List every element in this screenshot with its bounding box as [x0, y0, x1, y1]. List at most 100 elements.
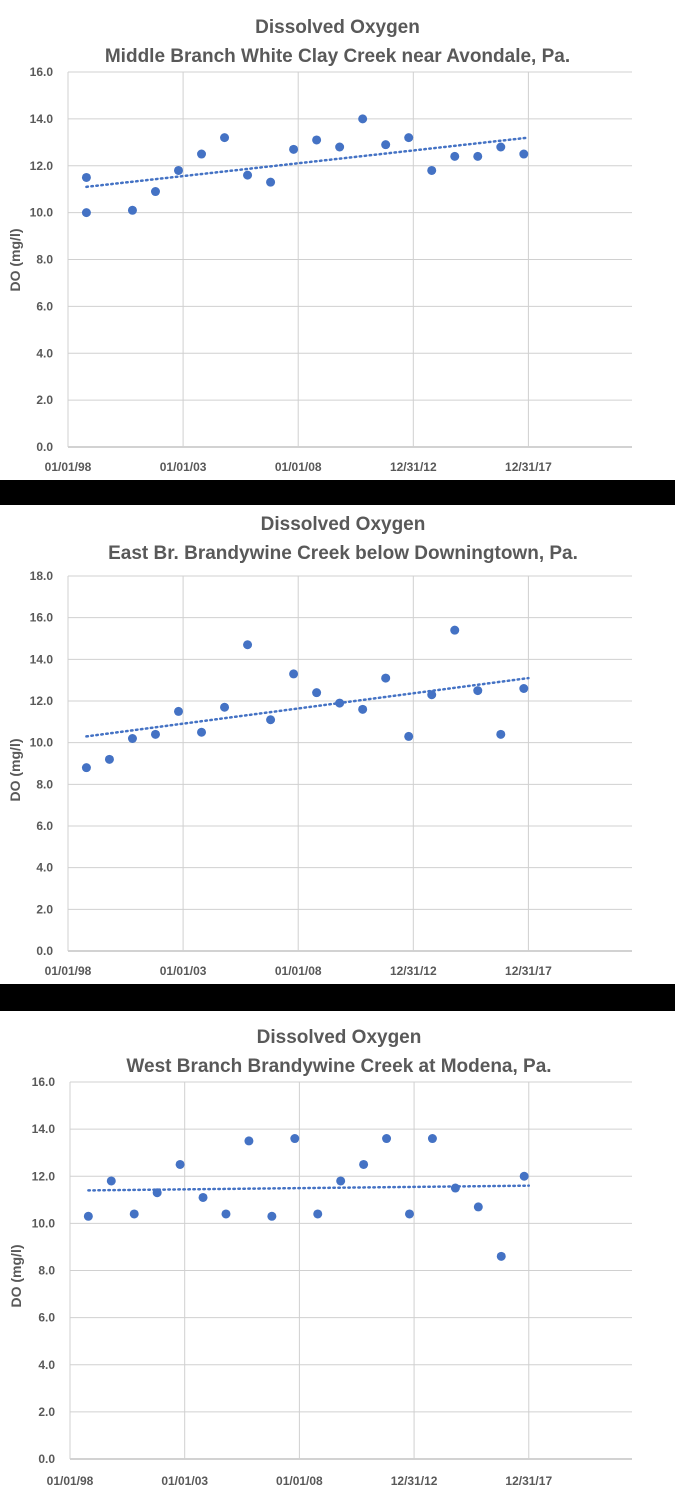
y-tick-label: 16.0	[30, 65, 54, 79]
y-tick-label: 4.0	[38, 1358, 55, 1372]
trendline	[85, 676, 530, 738]
y-tick-label: 10.0	[30, 736, 54, 750]
y-tick-label: 2.0	[36, 902, 53, 916]
data-point	[81, 763, 91, 773]
data-point	[289, 144, 299, 154]
chart-subtitle: East Br. Brandywine Creek below Downingt…	[108, 543, 578, 564]
y-tick-label: 16.0	[32, 1075, 56, 1089]
data-point	[450, 151, 460, 161]
data-point	[173, 165, 183, 175]
data-point	[127, 205, 137, 215]
data-point	[175, 1159, 185, 1169]
data-point	[243, 170, 253, 180]
x-tick-label: 12/31/17	[505, 964, 552, 978]
chart-svg: Dissolved Oxygen Middle Branch White Cla…	[7, 17, 632, 474]
y-axis-title: DO (mg/l)	[7, 739, 23, 802]
chart-title: Dissolved Oxygen	[255, 17, 420, 38]
x-tick-label: 12/31/17	[505, 460, 552, 474]
chart-title: Dissolved Oxygen	[257, 1027, 422, 1048]
data-point	[152, 1188, 162, 1198]
y-tick-label: 16.0	[30, 611, 54, 625]
y-tick-label: 0.0	[36, 440, 53, 454]
data-point	[220, 702, 230, 712]
y-tick-label: 6.0	[36, 299, 53, 313]
data-point	[266, 177, 276, 187]
data-point	[244, 1136, 254, 1146]
x-tick-label: 01/01/03	[160, 460, 207, 474]
y-tick-label: 2.0	[36, 393, 53, 407]
data-point	[496, 142, 506, 152]
data-point	[290, 1134, 300, 1144]
x-tick-label: 01/01/08	[276, 1474, 323, 1488]
data-point	[197, 727, 207, 737]
y-tick-label: 14.0	[30, 652, 54, 666]
data-point	[382, 1134, 392, 1144]
x-tick-label: 01/01/98	[45, 460, 92, 474]
chart-svg: Dissolved Oxygen West Branch Brandywine …	[8, 1027, 632, 1488]
data-point	[473, 1202, 483, 1212]
y-tick-label: 6.0	[38, 1311, 55, 1325]
data-point	[313, 1209, 323, 1219]
y-tick-label: 8.0	[36, 777, 53, 791]
data-point	[381, 673, 391, 683]
data-point	[267, 1211, 277, 1221]
y-tick-label: 0.0	[36, 944, 53, 958]
data-point	[197, 149, 207, 159]
chart-title: Dissolved Oxygen	[261, 514, 426, 535]
data-point	[81, 172, 91, 182]
y-tick-label: 2.0	[38, 1405, 55, 1419]
y-tick-label: 8.0	[36, 253, 53, 267]
y-tick-label: 12.0	[32, 1169, 56, 1183]
data-point	[450, 1183, 460, 1193]
x-tick-label: 12/31/12	[390, 460, 437, 474]
data-point	[243, 640, 253, 650]
data-point	[404, 1209, 414, 1219]
data-point	[83, 1211, 93, 1221]
data-point	[312, 135, 322, 145]
data-point	[173, 706, 183, 716]
data-point	[129, 1209, 139, 1219]
x-tick-label: 12/31/12	[391, 1474, 438, 1488]
trendline	[85, 136, 530, 189]
data-point	[198, 1192, 208, 1202]
data-point	[81, 208, 91, 218]
y-tick-label: 18.0	[30, 569, 54, 583]
y-tick-label: 6.0	[36, 819, 53, 833]
y-tick-label: 8.0	[38, 1264, 55, 1278]
data-point	[427, 690, 437, 700]
x-tick-label: 12/31/12	[390, 964, 437, 978]
y-tick-label: 14.0	[30, 112, 54, 126]
y-tick-label: 10.0	[30, 206, 54, 220]
data-point	[106, 1176, 116, 1186]
y-tick-label: 10.0	[32, 1216, 56, 1230]
x-tick-label: 12/31/17	[505, 1474, 552, 1488]
x-tick-label: 01/01/08	[275, 460, 322, 474]
y-tick-label: 0.0	[38, 1452, 55, 1466]
chart-panel-west-branch: Dissolved Oxygen West Branch Brandywine …	[0, 1011, 675, 1492]
chart-subtitle: Middle Branch White Clay Creek near Avon…	[105, 46, 570, 67]
data-point	[450, 625, 460, 635]
data-point	[335, 698, 345, 708]
data-point	[404, 133, 414, 143]
data-point	[473, 686, 483, 696]
y-axis-title: DO (mg/l)	[7, 229, 23, 292]
data-point	[104, 754, 114, 764]
data-point	[358, 704, 368, 714]
data-point	[496, 1251, 506, 1261]
data-point	[519, 1171, 529, 1181]
data-point	[289, 669, 299, 679]
y-axis-title: DO (mg/l)	[8, 1245, 24, 1308]
data-point	[312, 688, 322, 698]
data-point	[404, 731, 414, 741]
data-point	[221, 1209, 231, 1219]
data-point	[427, 165, 437, 175]
chart-svg: Dissolved Oxygen East Br. Brandywine Cre…	[7, 514, 632, 978]
data-point	[496, 729, 506, 739]
data-point	[220, 133, 230, 143]
data-point	[150, 729, 160, 739]
data-point	[127, 734, 137, 743]
data-point	[336, 1176, 346, 1186]
data-point	[359, 1159, 369, 1169]
y-tick-label: 4.0	[36, 861, 53, 875]
data-point	[381, 140, 391, 150]
